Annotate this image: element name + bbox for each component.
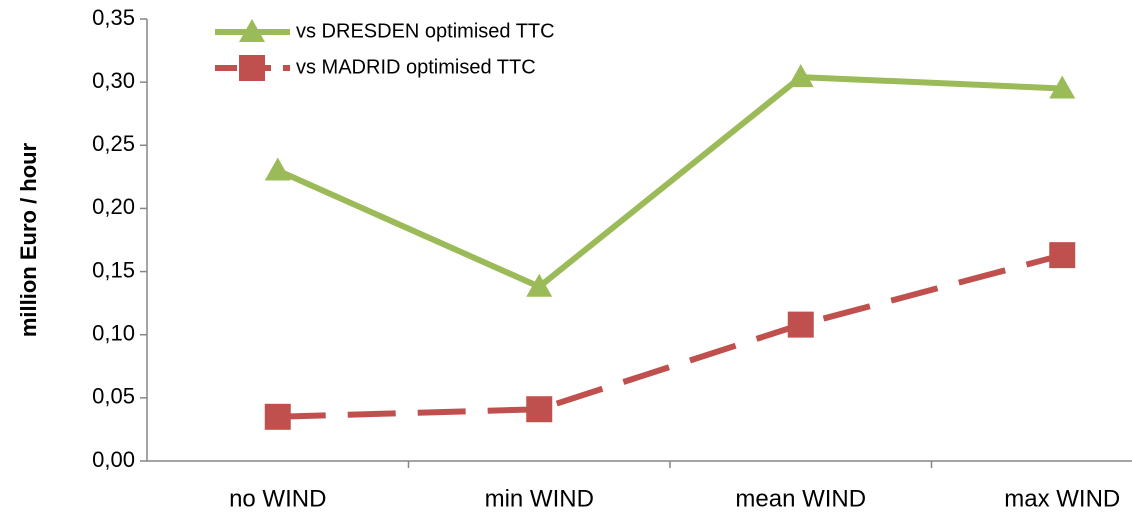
x-tick-label: mean WIND [735,485,866,512]
x-tick-label: no WIND [229,485,326,512]
series-line [276,74,1063,290]
data-point [526,396,553,423]
legend-marker [239,55,265,81]
data-point [1049,75,1076,99]
y-tick-label: 0,30 [92,68,135,93]
legend-label: vs DRESDEN optimised TTC [296,20,555,42]
y-tick-label: 0,20 [92,194,135,219]
y-tick-label: 0,00 [92,447,135,472]
y-tick-label: 0,10 [92,321,135,346]
y-tick-label: 0,25 [92,131,135,156]
legend-marker [239,19,265,42]
data-point [1049,242,1076,269]
data-point [787,64,814,88]
y-tick-label: 0,35 [92,5,135,30]
legend-label: vs MADRID optimised TTC [296,56,536,78]
data-point [264,157,291,181]
data-point [787,311,814,338]
x-tick-label: max WIND [1004,485,1120,512]
data-point [264,403,291,430]
data-point [526,273,553,297]
series-line [277,252,1064,420]
y-tick-label: 0,05 [92,384,135,409]
y-tick-label: 0,15 [92,257,135,282]
x-tick-label: min WIND [485,485,594,512]
y-axis-title: million Euro / hour [16,142,41,337]
